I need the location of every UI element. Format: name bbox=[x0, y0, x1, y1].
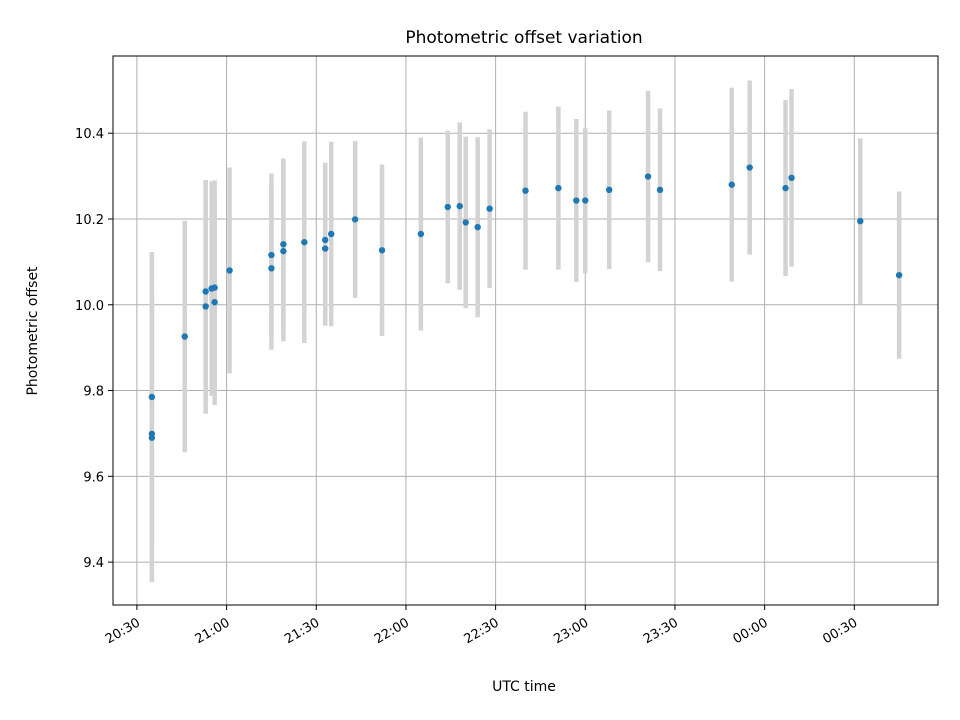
data-point bbox=[322, 245, 329, 252]
data-point bbox=[378, 247, 386, 254]
y-tick-label: 10.0 bbox=[75, 299, 104, 314]
data-point bbox=[148, 393, 156, 401]
data-point bbox=[322, 236, 329, 244]
data-point bbox=[444, 203, 451, 211]
data-point bbox=[605, 186, 613, 194]
data-point bbox=[280, 241, 287, 248]
data-points bbox=[148, 164, 903, 441]
data-point bbox=[582, 197, 589, 204]
data-point bbox=[573, 197, 580, 204]
x-axis-title: UTC time bbox=[492, 679, 556, 695]
y-axis-title: Photometric offset bbox=[25, 266, 41, 396]
data-point bbox=[268, 265, 275, 272]
y-tick-label: 10.4 bbox=[75, 127, 104, 142]
plot-frame bbox=[112, 55, 939, 606]
y-tick-label: 9.4 bbox=[83, 556, 104, 571]
data-point bbox=[522, 187, 529, 194]
data-point bbox=[328, 230, 335, 238]
data-point bbox=[148, 434, 156, 441]
data-point bbox=[211, 298, 218, 306]
data-point bbox=[728, 181, 735, 188]
y-tick-label: 10.2 bbox=[75, 213, 104, 228]
data-point bbox=[788, 174, 795, 182]
data-point bbox=[456, 202, 463, 210]
data-point bbox=[462, 219, 469, 226]
data-point bbox=[746, 164, 753, 171]
data-point bbox=[656, 186, 664, 194]
chart-title: Photometric offset variation bbox=[405, 28, 642, 48]
data-point bbox=[280, 247, 287, 255]
data-point bbox=[474, 223, 481, 231]
data-point bbox=[644, 173, 652, 180]
data-point bbox=[226, 267, 233, 274]
y-tick-label: 9.8 bbox=[83, 385, 104, 400]
data-point bbox=[202, 288, 209, 295]
data-point bbox=[417, 230, 425, 238]
data-point bbox=[181, 333, 188, 340]
y-tick-label: 9.6 bbox=[83, 470, 104, 485]
data-point bbox=[351, 216, 359, 223]
data-point bbox=[895, 271, 903, 279]
data-point bbox=[857, 217, 864, 225]
data-point bbox=[301, 238, 308, 246]
data-point bbox=[782, 184, 789, 192]
data-point bbox=[486, 205, 493, 212]
data-point bbox=[211, 284, 218, 291]
data-point bbox=[268, 251, 275, 259]
data-point bbox=[202, 303, 209, 310]
data-point bbox=[555, 184, 562, 192]
